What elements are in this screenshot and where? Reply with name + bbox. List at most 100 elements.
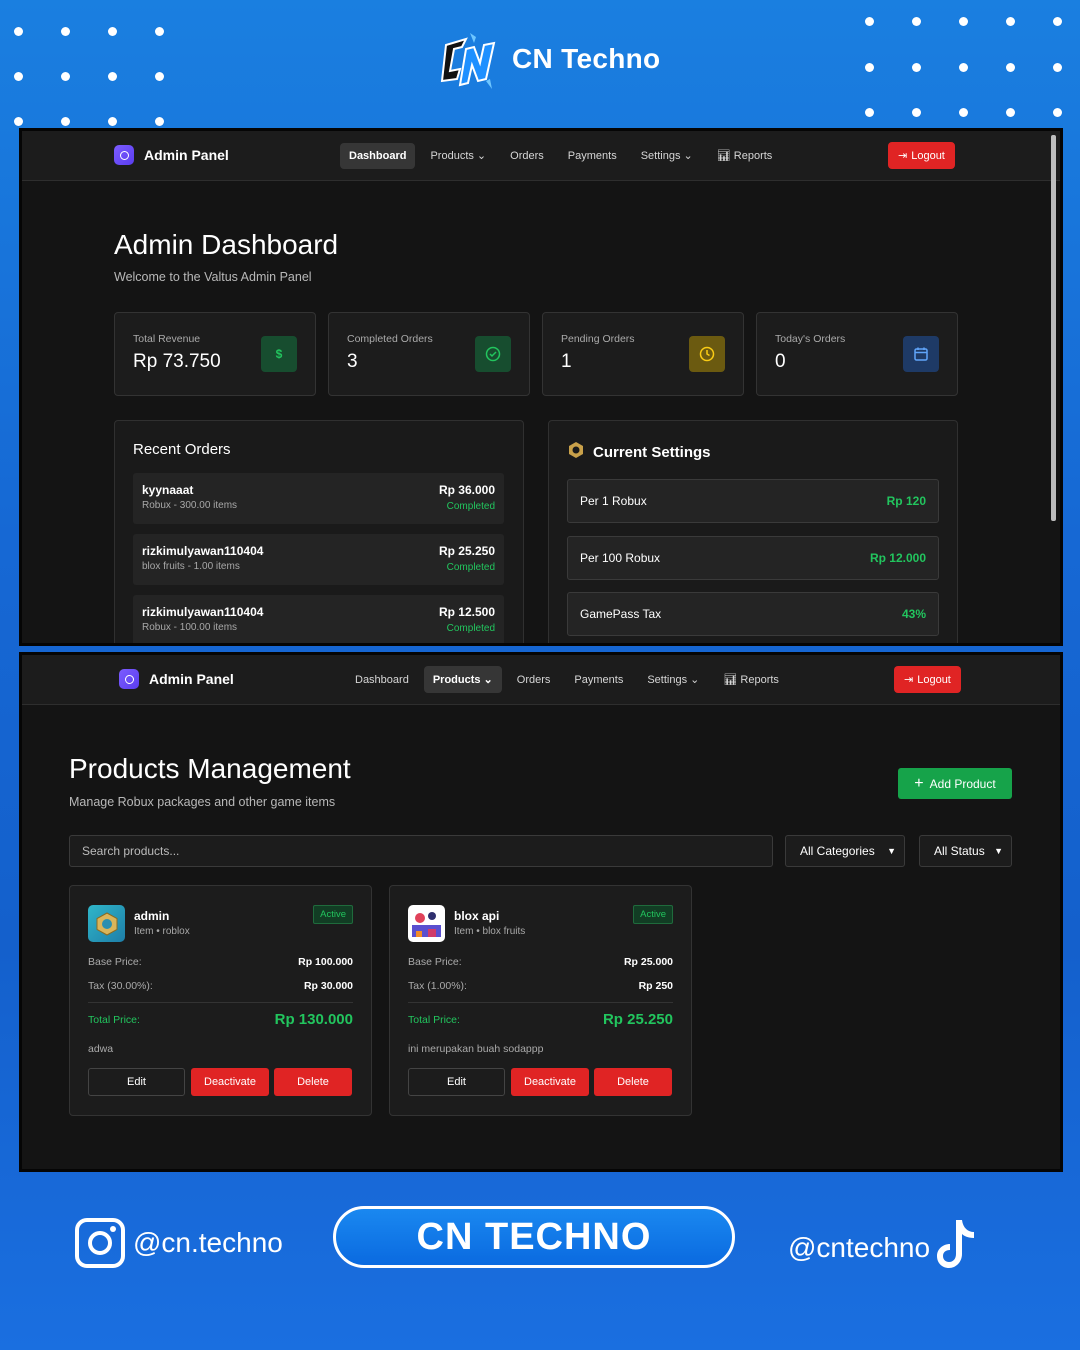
nav-products[interactable]: Products ⌄ bbox=[423, 666, 502, 693]
nav-dashboard[interactable]: Dashboard bbox=[340, 142, 416, 169]
nav-reports[interactable]: 📊︎ Reports bbox=[714, 666, 788, 693]
status-select[interactable]: All Status ▼ bbox=[919, 835, 1012, 867]
category-select[interactable]: All Categories ▼ bbox=[785, 835, 905, 867]
order-meta: Robux - 300.00 items bbox=[142, 500, 238, 511]
setting-value: Rp 12.000 bbox=[869, 551, 926, 565]
order-row[interactable]: kyynaaat Robux - 300.00 items Rp 36.000 … bbox=[133, 473, 504, 524]
brand-name: CN Techno bbox=[512, 43, 661, 74]
products-screenshot: Admin Panel Dashboard Products ⌄ Orders … bbox=[19, 652, 1063, 1172]
total-label: Total Price: bbox=[88, 1013, 140, 1026]
base-price-label: Base Price: bbox=[88, 956, 142, 968]
setting-name: Per 1 Robux bbox=[580, 494, 647, 508]
panel-title: Recent Orders bbox=[133, 441, 231, 458]
base-price-row: Base Price: Rp 25.000 bbox=[408, 956, 673, 968]
base-price-label: Base Price: bbox=[408, 956, 462, 968]
nav-brand[interactable]: Admin Panel bbox=[114, 145, 229, 165]
logout-button[interactable]: ⇥ Logout bbox=[894, 666, 961, 693]
nav-dashboard[interactable]: Dashboard bbox=[355, 673, 409, 686]
admin-logo-icon bbox=[114, 145, 134, 165]
tax-value: Rp 250 bbox=[638, 980, 673, 992]
page-title: Products Management bbox=[69, 753, 351, 784]
order-customer: rizkimulyawan110404 bbox=[142, 544, 264, 558]
logout-icon: ⇥ bbox=[898, 150, 908, 162]
product-name: blox api bbox=[454, 909, 500, 923]
nav-settings[interactable]: Settings ⌄ bbox=[647, 674, 700, 686]
base-price-value: Rp 25.000 bbox=[623, 956, 673, 968]
logout-button[interactable]: ⇥ Logout bbox=[888, 142, 955, 169]
stat-card-pending: Pending Orders 1 bbox=[542, 312, 744, 396]
stat-card-today: Today's Orders 0 bbox=[756, 312, 958, 396]
product-category: Item • roblox bbox=[134, 926, 190, 937]
nav-links: Dashboard Products ⌄ Orders Payments Set… bbox=[340, 142, 781, 169]
total-value: Rp 130.000 bbox=[274, 1011, 353, 1028]
delete-button[interactable]: Delete bbox=[274, 1068, 352, 1096]
setting-value: 43% bbox=[901, 607, 926, 621]
page-subtitle: Welcome to the Valtus Admin Panel bbox=[114, 270, 312, 284]
nav-reports[interactable]: 📊︎ Reports bbox=[708, 142, 782, 169]
nav-reports-label: Reports bbox=[733, 150, 773, 162]
total-label: Total Price: bbox=[408, 1013, 460, 1026]
add-product-button[interactable]: + Add Product bbox=[898, 768, 1012, 799]
instagram-handle: @cn.techno bbox=[75, 1218, 283, 1268]
deactivate-button[interactable]: Deactivate bbox=[191, 1068, 269, 1096]
hexagon-icon bbox=[567, 441, 585, 463]
footer-banner: CN TECHNO bbox=[333, 1206, 735, 1268]
stat-label: Completed Orders bbox=[347, 333, 433, 345]
stat-value: Rp 73.750 bbox=[133, 351, 221, 372]
delete-button[interactable]: Delete bbox=[594, 1068, 672, 1096]
product-card: admin Item • roblox Active Base Price: R… bbox=[69, 885, 372, 1116]
tiktok-icon bbox=[936, 1218, 976, 1277]
plus-icon: + bbox=[914, 774, 924, 792]
stat-label: Pending Orders bbox=[561, 333, 635, 345]
stat-card-revenue: Total Revenue Rp 73.750 $ bbox=[114, 312, 316, 396]
navbar: Admin Panel Dashboard Products ⌄ Orders … bbox=[22, 655, 1060, 705]
nav-payments[interactable]: Payments bbox=[574, 673, 624, 686]
setting-row: Per 100 Robux Rp 12.000 bbox=[567, 536, 939, 580]
order-price: Rp 36.000 bbox=[438, 483, 495, 497]
tiktok-label: @cntechno bbox=[788, 1231, 931, 1263]
dollar-icon: $ bbox=[261, 336, 297, 372]
edit-button[interactable]: Edit bbox=[88, 1068, 185, 1096]
stat-label: Total Revenue bbox=[133, 333, 201, 345]
navbar: Admin Panel Dashboard Products ⌄ Orders … bbox=[22, 131, 1060, 181]
nav-orders[interactable]: Orders bbox=[510, 149, 544, 162]
edit-button[interactable]: Edit bbox=[408, 1068, 505, 1096]
deactivate-button[interactable]: Deactivate bbox=[511, 1068, 589, 1096]
search-input[interactable]: Search products... bbox=[69, 835, 773, 867]
order-row[interactable]: rizkimulyawan110404 blox fruits - 1.00 i… bbox=[133, 534, 504, 585]
nav-payments[interactable]: Payments bbox=[567, 149, 617, 162]
roblox-product-icon bbox=[88, 905, 125, 942]
product-name: admin bbox=[134, 909, 170, 923]
panel-title: Current Settings bbox=[593, 443, 711, 461]
logout-icon: ⇥ bbox=[904, 674, 914, 686]
nav-links: Dashboard Products ⌄ Orders Payments Set… bbox=[346, 666, 788, 693]
logout-label: Logout bbox=[917, 673, 951, 686]
stat-value: 1 bbox=[561, 351, 572, 372]
order-row[interactable]: rizkimulyawan110404 Robux - 100.00 items… bbox=[133, 595, 504, 643]
divider bbox=[408, 1002, 673, 1003]
order-meta: Robux - 100.00 items bbox=[142, 622, 238, 633]
status-badge: Active bbox=[633, 905, 673, 924]
chart-icon: 📊︎ bbox=[716, 150, 734, 162]
brand-header: CN Techno bbox=[440, 24, 660, 94]
recent-orders-panel: Recent Orders kyynaaat Robux - 300.00 it… bbox=[114, 420, 524, 643]
nav-settings[interactable]: Settings ⌄ bbox=[640, 150, 693, 162]
order-status: Completed bbox=[446, 501, 495, 512]
order-price: Rp 12.500 bbox=[438, 605, 495, 619]
instagram-icon bbox=[75, 1218, 125, 1268]
divider bbox=[88, 1002, 353, 1003]
stat-value: 0 bbox=[775, 351, 786, 372]
instagram-label: @cn.techno bbox=[133, 1227, 283, 1258]
product-description: adwa bbox=[88, 1043, 114, 1055]
category-select-value: All Categories bbox=[800, 844, 875, 858]
setting-name: GamePass Tax bbox=[580, 607, 662, 621]
tiktok-handle: @cntechno bbox=[788, 1218, 976, 1277]
stat-card-completed: Completed Orders 3 bbox=[328, 312, 530, 396]
stat-label: Today's Orders bbox=[775, 333, 846, 345]
chevron-down-icon: ▼ bbox=[994, 846, 1003, 856]
cn-logo-icon bbox=[440, 27, 504, 91]
nav-brand[interactable]: Admin Panel bbox=[119, 669, 234, 689]
scrollbar[interactable] bbox=[1051, 135, 1056, 521]
nav-products[interactable]: Products ⌄ bbox=[430, 150, 487, 162]
nav-orders[interactable]: Orders bbox=[516, 673, 551, 686]
